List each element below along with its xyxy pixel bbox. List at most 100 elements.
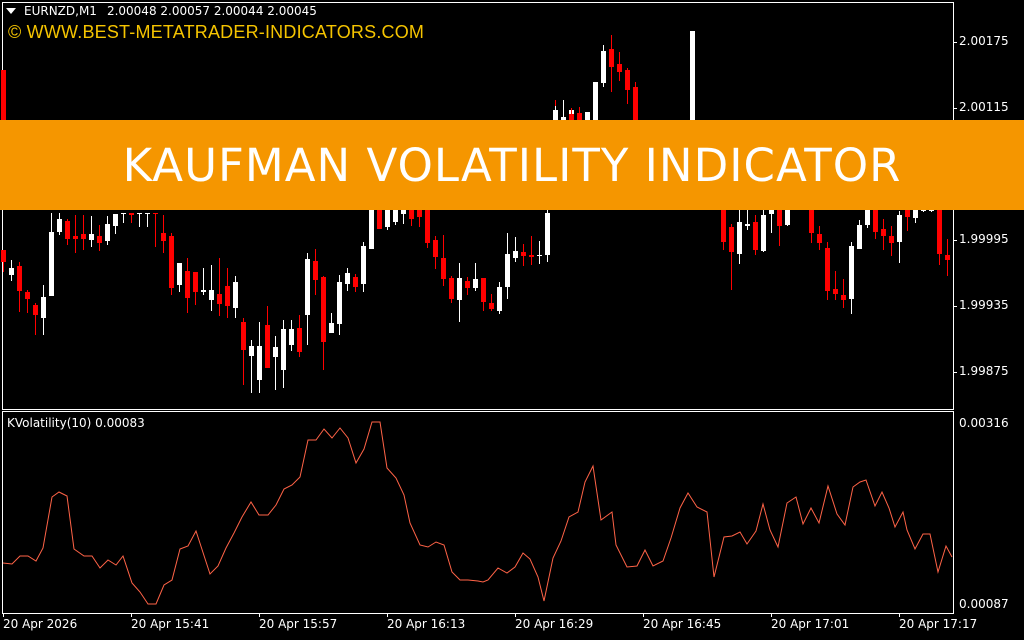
time-label: 20 Apr 16:45 <box>643 617 722 631</box>
candle <box>361 246 366 284</box>
candle <box>97 236 102 243</box>
candle <box>329 323 334 333</box>
candle <box>193 272 198 292</box>
time-label: 20 Apr 2026 <box>3 617 78 631</box>
candle <box>489 303 494 309</box>
candle <box>241 322 246 350</box>
candle <box>217 294 222 304</box>
time-label: 20 Apr 15:41 <box>131 617 210 631</box>
indicator-scale-min: 0.00087 <box>959 597 1009 611</box>
candle <box>345 273 350 284</box>
candle <box>913 210 918 218</box>
time-label: 20 Apr 15:57 <box>259 617 338 631</box>
candle <box>377 210 382 229</box>
candle <box>465 281 470 288</box>
candle <box>401 210 406 214</box>
candle <box>857 225 862 249</box>
candle <box>849 246 854 299</box>
axis-ticks <box>3 42 957 617</box>
candle <box>441 258 446 279</box>
candle <box>737 222 742 254</box>
candle <box>129 213 134 215</box>
candle <box>889 236 894 243</box>
candle <box>313 261 318 280</box>
candle <box>1 250 6 262</box>
time-label: 20 Apr 17:01 <box>771 617 850 631</box>
candle <box>745 224 750 226</box>
candle <box>281 329 286 370</box>
candle <box>185 271 190 298</box>
candle <box>113 214 118 226</box>
candle <box>153 213 158 214</box>
banner-title: KAUFMAN VOLATILITY INDICATOR <box>122 138 902 192</box>
watermark: © WWW.BEST-METATRADER-INDICATORS.COM <box>8 22 425 42</box>
candle <box>690 31 695 120</box>
candle <box>625 70 630 90</box>
candle <box>321 277 326 342</box>
ohlc-values: 2.00048 2.00057 2.00044 2.00045 <box>106 4 317 18</box>
kvolatility-line <box>2 421 953 605</box>
symbol-info: EURNZD,M1 2.00048 2.00057 2.00044 2.0004… <box>6 4 317 18</box>
candle <box>513 251 518 258</box>
candle <box>305 259 310 315</box>
price-label: 1.99935 <box>959 298 1009 312</box>
candle <box>777 210 782 226</box>
candle <box>409 210 414 219</box>
candle <box>601 51 606 83</box>
indicator-scale-max: 0.00316 <box>959 416 1009 430</box>
candle <box>585 112 590 120</box>
candle <box>769 210 774 214</box>
candle <box>833 289 838 294</box>
candle <box>569 114 574 120</box>
candle <box>33 305 38 315</box>
candle <box>73 236 78 239</box>
candle <box>9 268 14 275</box>
candlesticks <box>1 31 950 393</box>
candle <box>249 346 254 356</box>
candle <box>225 286 230 306</box>
candle <box>521 252 526 256</box>
candle <box>233 282 238 308</box>
candle <box>1 70 6 120</box>
candle <box>817 234 822 243</box>
candle <box>161 233 166 241</box>
title-banner: KAUFMAN VOLATILITY INDICATOR <box>0 120 1024 210</box>
candle <box>905 210 910 217</box>
candle <box>81 234 86 239</box>
candle <box>105 224 110 241</box>
candle <box>289 329 294 345</box>
candle <box>945 255 950 260</box>
candle <box>393 210 398 222</box>
candle <box>577 113 582 120</box>
candle <box>89 234 94 240</box>
price-label: 2.00175 <box>959 34 1009 48</box>
candle <box>265 325 270 368</box>
candle <box>929 210 934 211</box>
candle <box>553 110 558 120</box>
candle <box>169 236 174 288</box>
candle <box>937 210 942 254</box>
candle <box>729 227 734 252</box>
candle <box>457 278 462 300</box>
candle <box>65 221 70 239</box>
candle <box>497 287 502 311</box>
indicator-label: KVolatility(10) 0.00083 <box>7 416 145 430</box>
dropdown-triangle-icon[interactable] <box>6 8 16 14</box>
candle <box>609 49 614 67</box>
candle <box>145 213 150 214</box>
candle <box>633 87 638 120</box>
candle <box>121 213 126 214</box>
candle <box>25 292 30 299</box>
candle <box>537 255 542 256</box>
candle <box>41 297 46 318</box>
candle <box>257 346 262 380</box>
candle <box>721 210 726 242</box>
candle <box>449 278 454 299</box>
candle <box>369 210 374 249</box>
price-label: 2.00115 <box>959 100 1009 114</box>
candle <box>897 215 902 242</box>
time-label: 20 Apr 17:17 <box>899 617 978 631</box>
symbol-name: EURNZD,M1 <box>24 4 97 18</box>
candle <box>809 210 814 233</box>
